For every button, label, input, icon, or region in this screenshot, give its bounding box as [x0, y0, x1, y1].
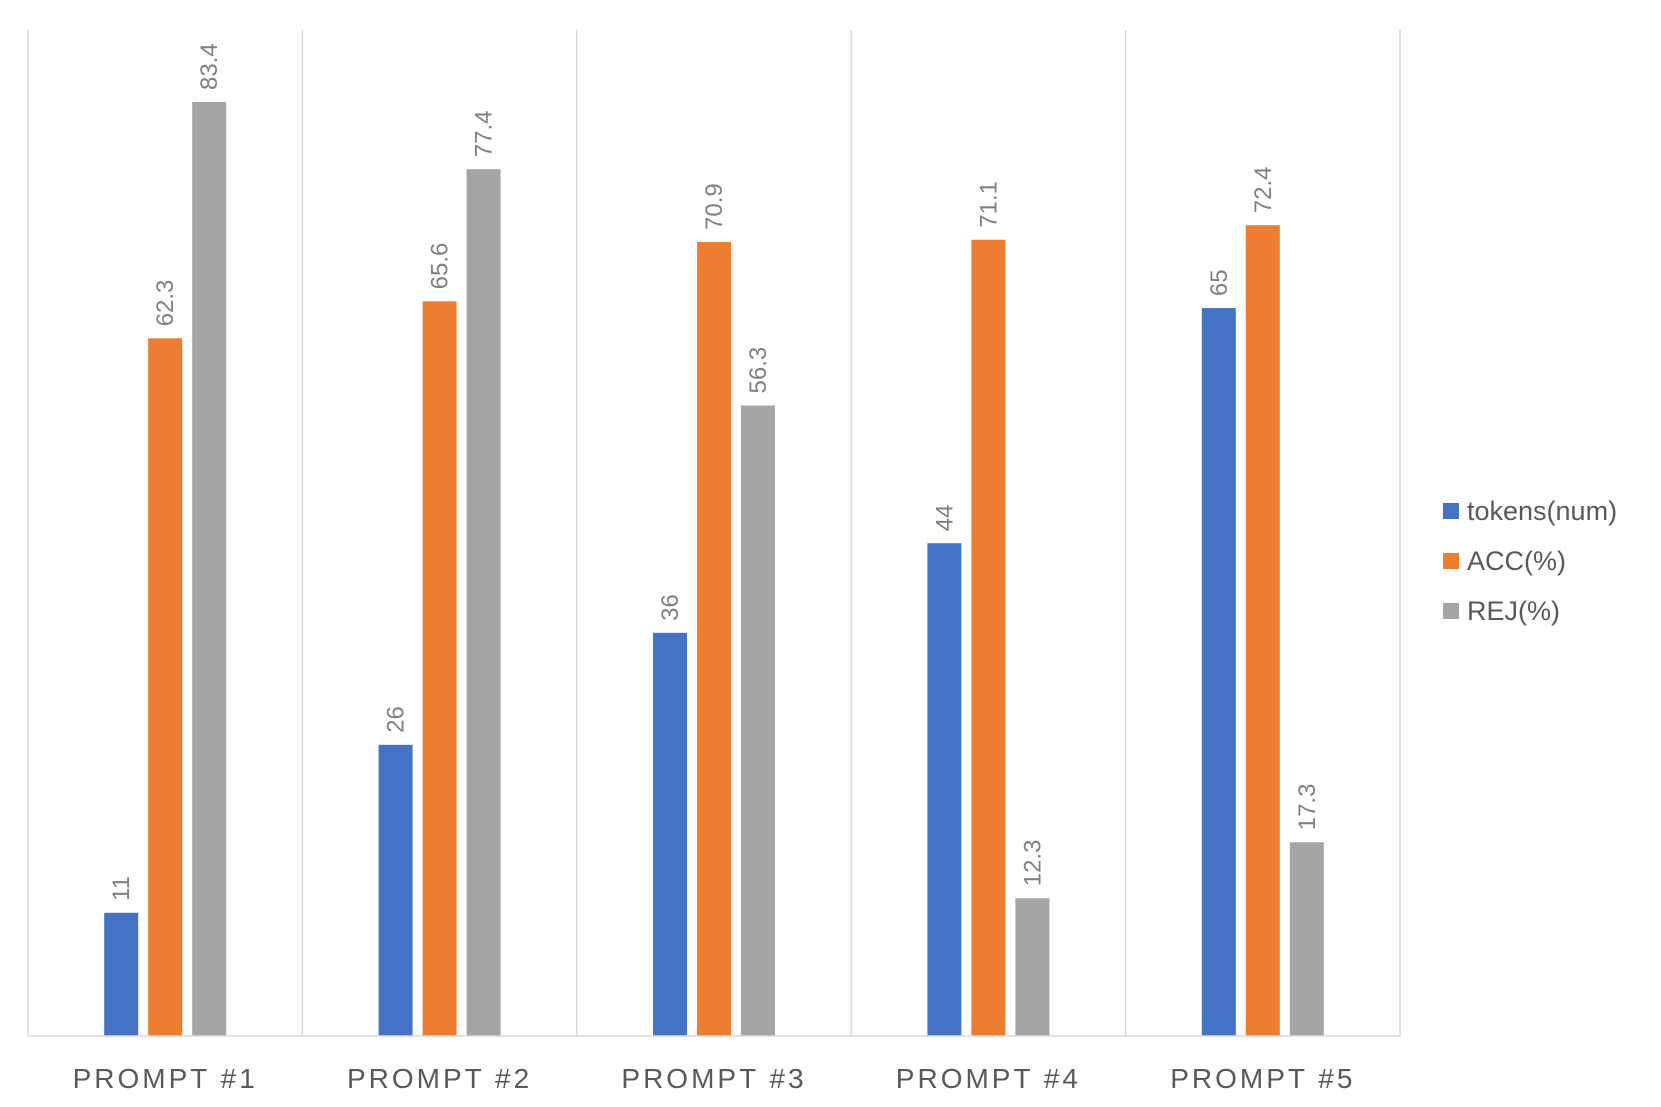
data-label: 72.4 — [1250, 166, 1277, 213]
bar-acc — [971, 239, 1006, 1037]
bar-acc — [1245, 225, 1280, 1036]
legend-label: REJ(%) — [1467, 595, 1560, 626]
bar-tokens-num — [1201, 308, 1236, 1036]
legend-item: tokens(num) — [1443, 486, 1617, 536]
category-label: PROMPT #4 — [896, 1063, 1081, 1094]
legend: tokens(num) ACC(%) REJ(%) — [1443, 486, 1617, 636]
legend-label: tokens(num) — [1467, 495, 1618, 526]
data-label: 17.3 — [1294, 784, 1321, 831]
data-label: 56.3 — [745, 347, 772, 394]
bar-rej — [1289, 842, 1324, 1036]
bar-tokens-num — [378, 744, 413, 1036]
legend-item: REJ(%) — [1443, 586, 1617, 636]
data-label: 65.6 — [427, 243, 454, 290]
data-label: 77.4 — [471, 110, 498, 157]
legend-swatch — [1443, 603, 1459, 619]
data-label: 26 — [383, 706, 410, 733]
data-label: 71.1 — [975, 181, 1002, 228]
bar-tokens-num — [104, 912, 139, 1036]
data-label: 12.3 — [1019, 840, 1046, 887]
category-label: PROMPT #5 — [1170, 1063, 1355, 1094]
bar-rej — [466, 169, 501, 1037]
bars — [104, 102, 1324, 1037]
data-label: 44 — [931, 505, 958, 532]
category-label: PROMPT #2 — [347, 1063, 532, 1094]
category-label: PROMPT #1 — [73, 1063, 258, 1094]
x-axis: PROMPT #1 PROMPT #2 PROMPT #3 PROMPT #4 PROM… — [28, 1035, 1400, 1094]
data-label: 65 — [1206, 269, 1233, 296]
data-label: 36 — [657, 594, 684, 621]
data-label: 70.9 — [701, 183, 728, 230]
legend-label: ACC(%) — [1467, 545, 1566, 576]
category-label: PROMPT #3 — [621, 1063, 806, 1094]
bar-rej — [741, 405, 775, 1036]
legend-item: ACC(%) — [1443, 536, 1617, 586]
bar-tokens-num — [927, 543, 962, 1036]
legend-swatch — [1443, 503, 1459, 519]
data-labels: 11 62.3 83.4 26 65.6 77.4 36 70.9 56.3 44 71.1 12.3… — [108, 43, 1321, 901]
data-label: 11 — [108, 876, 135, 901]
data-label: 62.3 — [152, 280, 179, 327]
bar-rej — [1015, 898, 1050, 1036]
bar-acc — [422, 301, 457, 1037]
bar-tokens-num — [653, 632, 687, 1036]
bar-acc — [148, 338, 183, 1036]
bar-acc — [697, 241, 731, 1036]
data-label: 83.4 — [196, 43, 223, 90]
bar-rej — [192, 102, 227, 1036]
legend-swatch — [1443, 553, 1459, 569]
category-separators — [27, 30, 1401, 1036]
